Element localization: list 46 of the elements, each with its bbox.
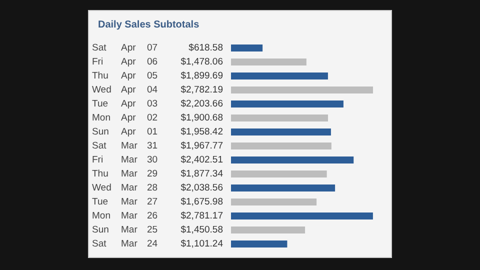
bar bbox=[231, 44, 263, 52]
y-tick-label: Mon Apr 02 bbox=[92, 112, 158, 124]
category-label: Tue Apr 03 bbox=[92, 98, 158, 110]
data-label: $1,967.77 bbox=[180, 140, 223, 152]
category-label: Fri Apr 06 bbox=[92, 56, 158, 68]
data-label: $2,402.51 bbox=[180, 154, 223, 166]
bar bbox=[231, 240, 288, 248]
bar bbox=[231, 184, 336, 192]
category-label: Sat Mar 31 bbox=[92, 140, 158, 152]
data-label: $1,958.42 bbox=[180, 126, 223, 138]
bar bbox=[231, 170, 327, 178]
bar bbox=[231, 114, 328, 122]
data-label: $1,101.24 bbox=[180, 238, 223, 250]
y-tick-label: Wed Mar 28 bbox=[92, 182, 158, 194]
category-label: Sat Apr 07 bbox=[92, 42, 158, 54]
data-label: $2,038.56 bbox=[180, 182, 223, 194]
data-label: $1,478.06 bbox=[180, 56, 223, 68]
bar bbox=[231, 100, 344, 108]
data-label: $1,675.98 bbox=[180, 196, 223, 208]
y-tick-label: Wed Apr 04 bbox=[92, 84, 158, 96]
bar bbox=[231, 212, 373, 220]
data-label: $1,899.69 bbox=[180, 70, 223, 82]
y-tick-label: Mon Mar 26 bbox=[92, 210, 158, 222]
bar bbox=[231, 86, 373, 94]
bar bbox=[231, 142, 332, 150]
category-label: Tue Mar 27 bbox=[92, 196, 158, 208]
category-label: Fri Mar 30 bbox=[92, 154, 158, 166]
category-label: Sun Mar 25 bbox=[92, 224, 158, 236]
category-label: Sat Mar 24 bbox=[92, 238, 158, 250]
text: Daily Sales Subtotals bbox=[98, 20, 200, 30]
bar bbox=[231, 198, 317, 206]
category-label: Sun Apr 01 bbox=[92, 126, 158, 138]
bar bbox=[231, 58, 306, 66]
data-label: $2,781.17 bbox=[180, 210, 223, 222]
category-label: Thu Mar 29 bbox=[92, 168, 158, 180]
data-label: $1,900.68 bbox=[180, 112, 223, 124]
bar bbox=[231, 156, 354, 164]
data-label: $1,877.34 bbox=[180, 168, 223, 180]
bar bbox=[231, 226, 306, 234]
category-label: Thu Apr 05 bbox=[92, 70, 158, 82]
data-label: $618.58 bbox=[188, 42, 223, 54]
bar bbox=[231, 72, 328, 80]
data-label: $1,450.58 bbox=[180, 224, 223, 236]
data-label: $2,782.19 bbox=[180, 84, 223, 96]
data-label: $2,203.66 bbox=[180, 98, 223, 110]
bar bbox=[231, 128, 331, 136]
